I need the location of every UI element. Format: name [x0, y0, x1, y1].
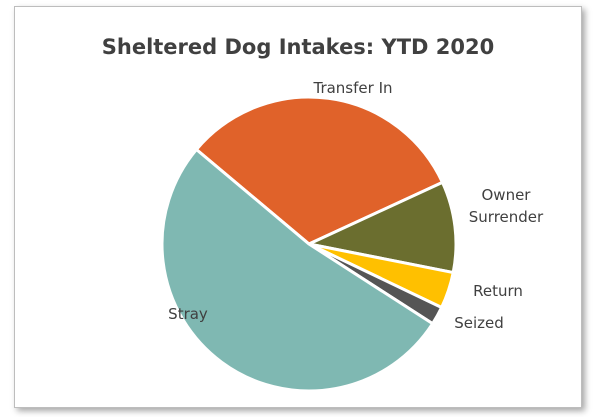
slice-label: Owner Surrender: [468, 186, 544, 226]
chart-title: Sheltered Dog Intakes: YTD 2020: [101, 35, 495, 59]
slice-label: Return: [473, 282, 523, 300]
pie-slice: [194, 95, 445, 246]
slice-label: Transfer In: [313, 79, 393, 97]
slice-label: Stray: [168, 305, 208, 323]
pie-slice: [160, 147, 435, 393]
slice-label: Seized: [454, 314, 504, 332]
chart-frame: Sheltered Dog Intakes: YTD 2020 Transfer…: [14, 6, 582, 408]
pie-chart: [160, 95, 458, 393]
